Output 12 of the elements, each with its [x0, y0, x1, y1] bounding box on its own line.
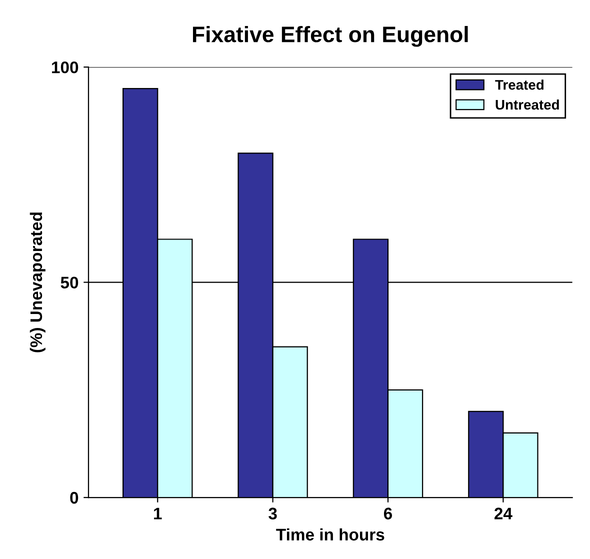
chart-title: Fixative Effect on Eugenol: [192, 26, 468, 47]
y-tick-label: 0: [70, 492, 78, 504]
x-tick-label: 3: [268, 508, 277, 520]
legend-label: Untreated: [496, 99, 559, 110]
x-tick-label: 1: [154, 508, 162, 520]
x-tick-label: 24: [494, 508, 512, 520]
x-axis-title: Time in hours: [276, 528, 384, 541]
legend-label: Treated: [495, 80, 544, 90]
y-axis-title: (%) Unevaporated: [30, 212, 46, 352]
y-tick-label: 100: [52, 61, 78, 74]
y-tick-label: 50: [60, 276, 78, 288]
x-tick-label: 6: [384, 508, 392, 520]
